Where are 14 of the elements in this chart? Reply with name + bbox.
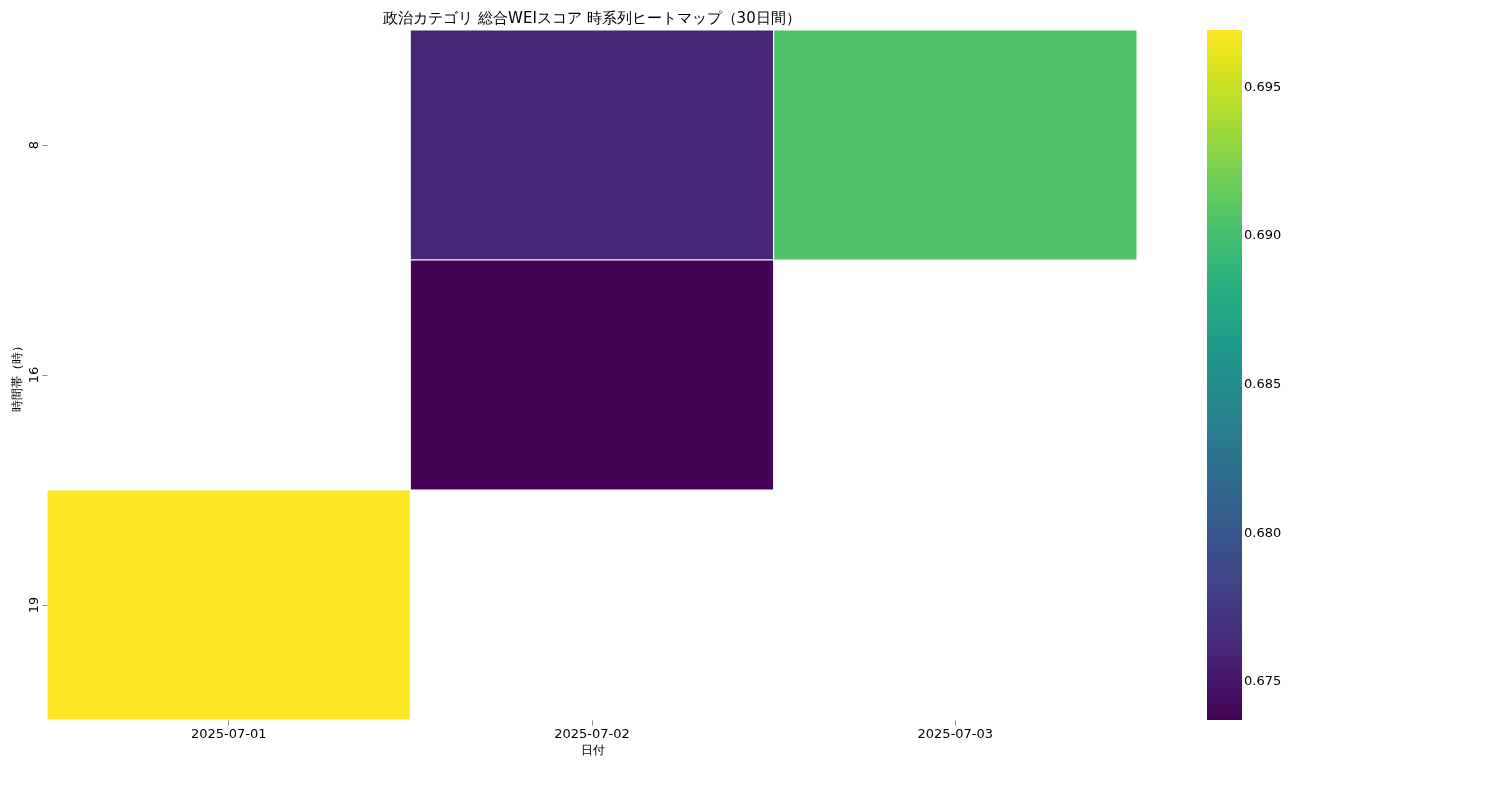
- x-tick-label: 2025-07-03: [917, 725, 994, 741]
- x-tick-label: 2025-07-02: [554, 725, 630, 741]
- y-tick-label: 19: [25, 596, 41, 614]
- y-tick-label: 16: [25, 366, 41, 384]
- x-axis-title: 日付: [580, 742, 605, 757]
- color-bar-label: 0.685: [1244, 375, 1282, 391]
- color-bar-label: 0.680: [1244, 524, 1282, 540]
- color-bar-label: 0.690: [1244, 227, 1282, 243]
- color-bar-label: 0.675: [1244, 673, 1282, 689]
- x-tick-label: 2025-07-01: [190, 725, 267, 741]
- y-tick-label: 8: [25, 140, 41, 150]
- chart-title: 政治カテゴリ 総合WEIスコア 時系列ヒートマップ（30日間）: [383, 8, 801, 27]
- color-bar-label: 0.695: [1244, 78, 1282, 94]
- y-axis-title: 時間帯（時）: [9, 339, 24, 412]
